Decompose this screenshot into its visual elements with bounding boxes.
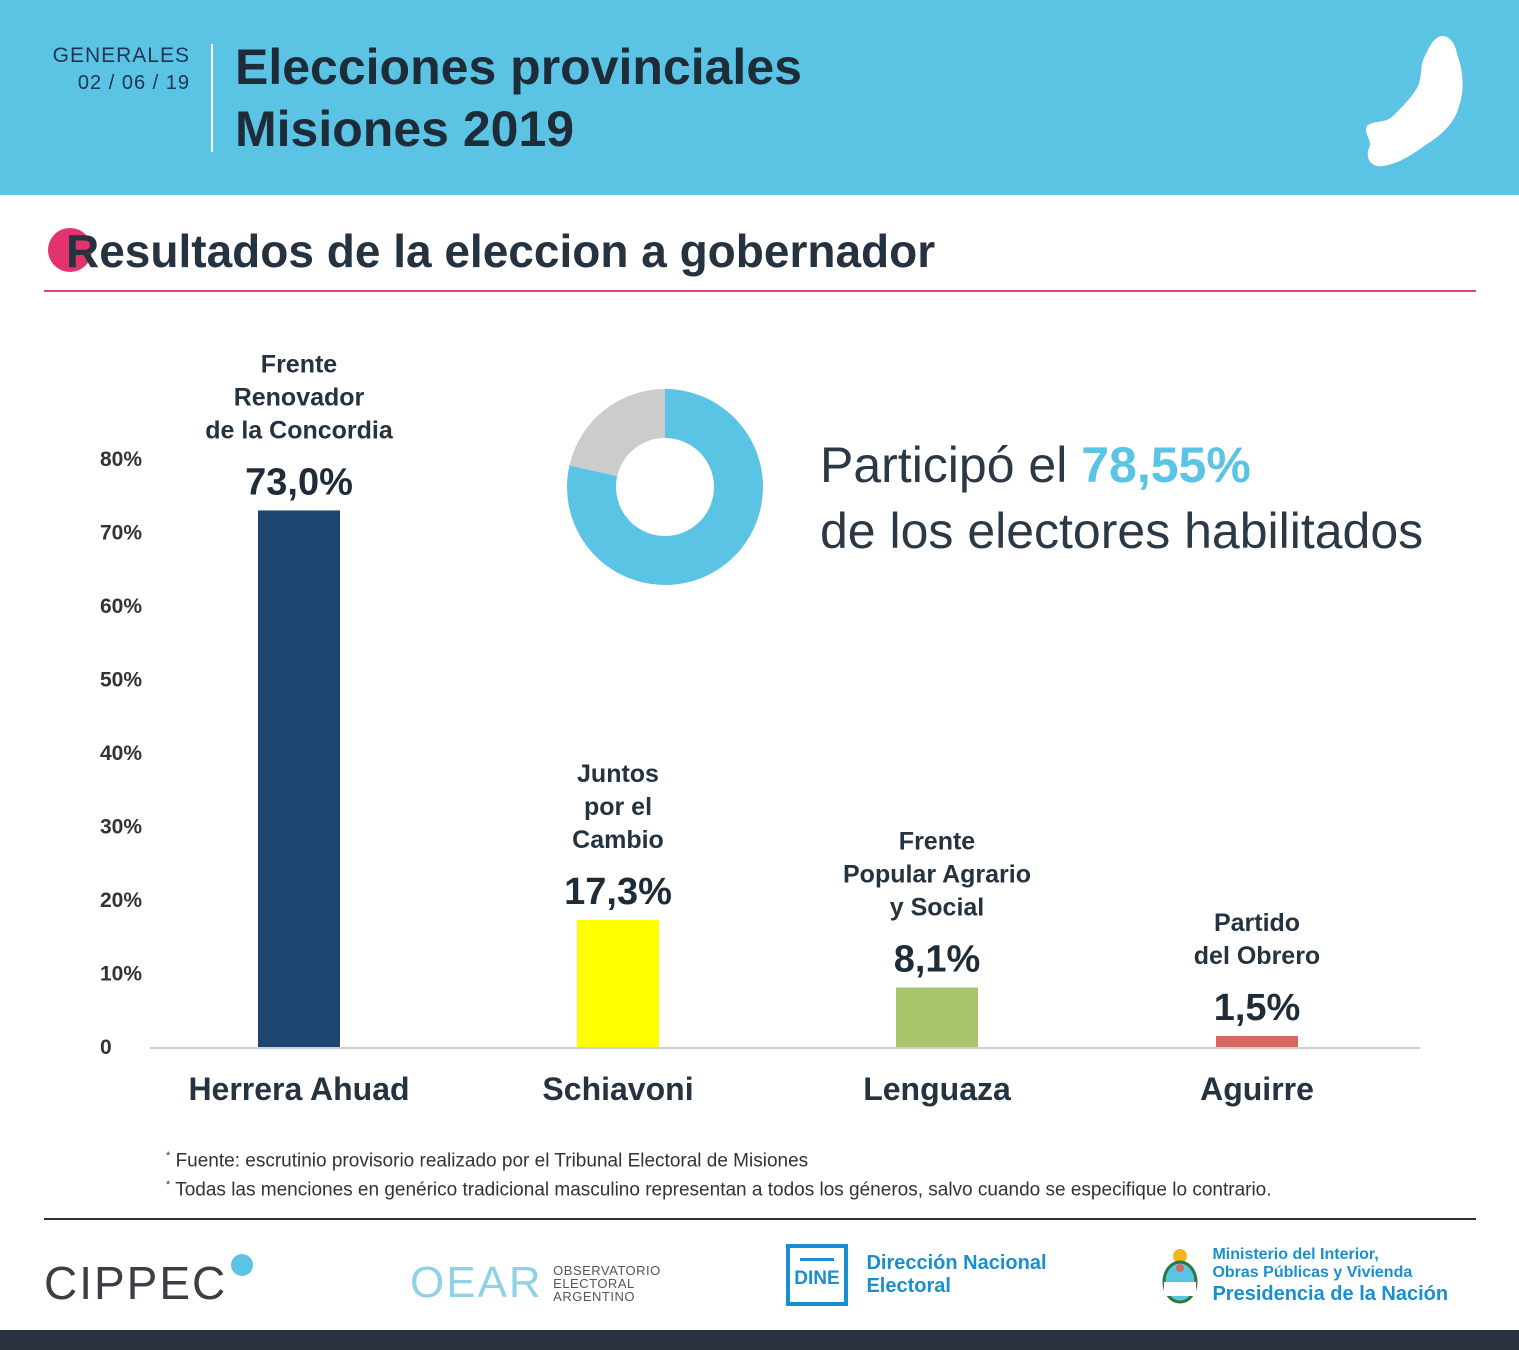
y-tick-label: 70% [100,522,142,545]
oear-wordmark: OEAR [410,1258,543,1307]
national-shield-icon [1162,1249,1198,1304]
party-label: del Obrero [1194,942,1320,970]
donut-slice [567,389,763,585]
participation-value: 78,55% [1081,437,1251,493]
y-tick-label: 30% [100,816,142,839]
party-label: Frente [899,827,976,855]
y-tick-label: 10% [100,963,142,986]
participation-line2: de los electores habilitados [820,503,1424,559]
dine-logo: DINE Dirección Nacional Electoral [786,1244,1047,1306]
footnotes: * Fuente: escrutinio provisorio realizad… [166,1144,1272,1203]
page-title-line2: Misiones 2019 [235,101,575,157]
bar [577,919,659,1047]
election-date: 02 / 06 / 19 [77,72,190,94]
heading-dot-icon [48,228,92,272]
bar-value-label: 1,5% [1214,987,1301,1029]
footnote-gender: * Todas las menciones en genérico tradic… [166,1173,1272,1202]
heading-rule [44,290,1476,292]
oear-caption: OBSERVATORIO ELECTORAL ARGENTINO [553,1264,661,1303]
ministry-line: Ministerio del Interior, [1212,1246,1379,1263]
y-tick-label: 40% [100,742,142,765]
bar-value-label: 73,0% [245,461,353,503]
party-label: y Social [890,893,985,921]
ministry-line: Obras Públicas y Vivienda [1212,1264,1413,1281]
party-label: Partido [1214,909,1300,937]
y-tick-label: 60% [100,595,142,618]
oear-caption-line: ELECTORAL [553,1275,635,1291]
election-kicker: GENERALES 02 / 06 / 19 [40,44,190,95]
footnote-source: * Fuente: escrutinio provisorio realizad… [166,1144,1272,1173]
dine-name: Dirección Nacional Electoral [866,1252,1046,1298]
page-title: Elecciones provinciales Misiones 2019 [235,36,802,160]
donut-slice [569,389,665,477]
participation-text: Participó el 78,55% de los electores hab… [820,432,1423,564]
y-tick-label: 20% [100,889,142,912]
ministry-logo: Ministerio del Interior, Obras Públicas … [1160,1246,1448,1306]
oear-caption-line: ARGENTINO [553,1288,635,1304]
y-tick-label: 80% [100,448,142,471]
page-title-line1: Elecciones provinciales [235,39,802,95]
participation-line1: Participó el 78,55% [820,432,1423,498]
footer-bar [0,1330,1519,1350]
bar-value-label: 8,1% [894,938,981,980]
section-title: Resultados de la eleccion a gobernador [66,225,936,277]
party-label: Renovador [234,383,365,411]
footnote-marker: * [166,1150,171,1162]
bar-value-label: 17,3% [564,871,672,913]
dine-name-line: Dirección Nacional [866,1252,1047,1274]
bar [1216,1035,1298,1047]
candidate-label: Herrera Ahuad [188,1071,409,1107]
dine-box-icon: DINE [786,1244,848,1306]
footnote-text: Fuente: escrutinio provisorio realizado … [175,1150,809,1172]
party-label: de la Concordia [205,416,394,444]
candidate-label: Lenguaza [863,1071,1011,1107]
party-label: Popular Agrario [843,860,1031,888]
cippec-badge-icon [231,1253,254,1276]
dine-name-line: Electoral [866,1275,951,1297]
header-banner: GENERALES 02 / 06 / 19 Elecciones provin… [0,0,1519,195]
footnote-text: Todas las menciones en genérico tradicio… [175,1179,1272,1201]
footer-rule [44,1218,1476,1220]
oear-caption-line: OBSERVATORIO [553,1262,661,1278]
cippec-logo: CIPPEC [44,1253,254,1310]
bar [896,987,978,1047]
kicker-label: GENERALES [52,44,190,67]
presidency-label: Presidencia de la Nación [1212,1283,1449,1305]
header-divider [211,44,213,152]
party-label: Juntos [577,760,659,788]
candidate-label: Aguirre [1200,1071,1314,1107]
party-label: por el [584,793,652,821]
y-tick-label: 50% [100,669,142,692]
party-label: Cambio [572,826,664,854]
bar [258,510,340,1047]
party-label: Frente [261,350,338,378]
candidate-label: Schiavoni [542,1071,693,1107]
oear-logo: OEAR OBSERVATORIO ELECTORAL ARGENTINO [410,1258,661,1308]
results-chart: 0 10% 20% 30% 40% 50% 60% 70% 80% 73,0% Frente Reno… [100,350,1420,1107]
participation-prefix: Participó el [820,437,1082,493]
misiones-map-icon [1366,35,1463,167]
y-tick-label: 0 [100,1036,112,1059]
footnote-marker: * [166,1179,171,1192]
ministry-name: Ministerio del Interior, Obras Públicas … [1212,1246,1448,1306]
cippec-wordmark: CIPPEC [44,1257,228,1309]
